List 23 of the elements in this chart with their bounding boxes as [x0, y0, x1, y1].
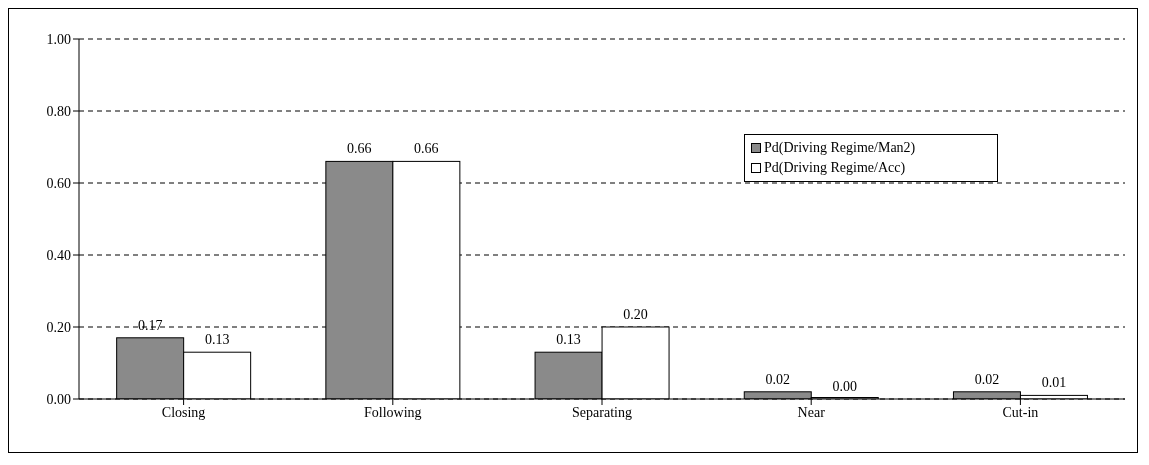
data-label: 0.00 — [832, 379, 858, 394]
y-tick-label: 1.00 — [46, 31, 71, 47]
y-tick-label: 0.40 — [46, 247, 71, 263]
data-label: 0.02 — [765, 371, 791, 387]
y-tick-label: 0.60 — [46, 175, 71, 191]
data-label: 0.01 — [1041, 375, 1067, 391]
data-label: 0.17 — [137, 317, 163, 333]
y-tick-label: 0.80 — [46, 103, 71, 119]
legend-label: Pd(Driving Regime/Man2) — [764, 139, 916, 157]
x-tick-label: Following — [364, 404, 422, 420]
data-label: 0.02 — [974, 371, 1000, 387]
data-label: 0.13 — [556, 332, 581, 348]
x-tick-label: Separating — [572, 404, 632, 420]
data-label: 0.13 — [204, 332, 230, 348]
legend-label: Pd(Driving Regime/Acc) — [764, 159, 906, 177]
data-label: 0.66 — [414, 141, 439, 157]
x-tick-label: Near — [797, 404, 826, 420]
y-tick-label: 0.20 — [46, 319, 71, 335]
x-tick-label: Cut-in — [1002, 404, 1039, 420]
data-label: 0.66 — [347, 141, 372, 157]
data-label: 0.20 — [623, 307, 648, 322]
y-tick-label: 0.00 — [46, 391, 71, 407]
x-tick-label: Closing — [161, 404, 206, 420]
